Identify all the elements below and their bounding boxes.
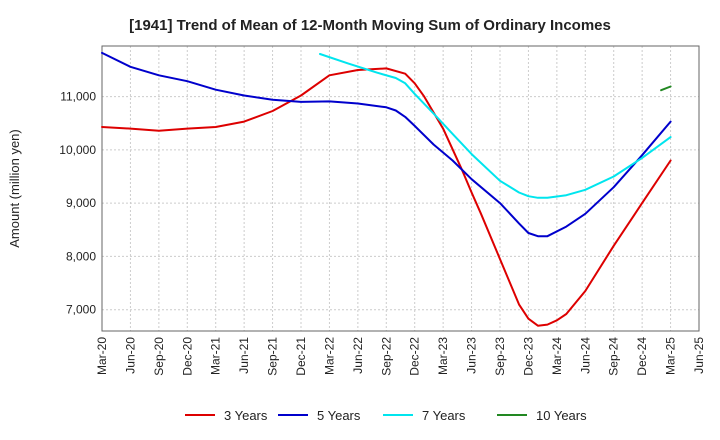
y-tick-label: 11,000 bbox=[60, 90, 96, 104]
y-tick-label: 8,000 bbox=[66, 249, 96, 263]
x-tick-label: Jun-24 bbox=[578, 337, 592, 374]
legend: 3 Years 5 Years 7 Years 10 Years bbox=[185, 408, 587, 423]
y-tick-label: 10,000 bbox=[59, 143, 96, 157]
x-tick-label: Mar-20 bbox=[95, 337, 109, 375]
legend-item: 3 Years bbox=[185, 408, 268, 423]
x-tick-label: Jun-21 bbox=[237, 337, 251, 374]
y-tick-label: 7,000 bbox=[66, 303, 96, 317]
x-tick-label: Dec-22 bbox=[408, 337, 422, 376]
x-tick-label: Mar-23 bbox=[436, 337, 450, 375]
x-tick-label: Jun-23 bbox=[465, 337, 479, 374]
legend-label: 3 Years bbox=[224, 408, 268, 423]
gridlines bbox=[102, 46, 699, 331]
legend-item: 5 Years bbox=[278, 408, 361, 423]
x-tick-label: Mar-22 bbox=[322, 337, 336, 375]
x-tick-label: Sep-24 bbox=[607, 337, 621, 376]
legend-label: 7 Years bbox=[422, 408, 466, 423]
x-tick-label: Jun-22 bbox=[351, 337, 365, 374]
x-tick-label: Sep-20 bbox=[152, 337, 166, 376]
legend-item: 10 Years bbox=[497, 408, 587, 423]
series-line-5-years bbox=[101, 51, 672, 238]
x-tick-label: Mar-25 bbox=[664, 337, 678, 375]
x-tick-label: Mar-21 bbox=[209, 337, 223, 375]
y-axis-ticks: 7,000 8,000 9,000 10,000 11,000 bbox=[59, 90, 96, 317]
x-tick-label: Dec-21 bbox=[294, 337, 308, 376]
plot-frame bbox=[101, 45, 700, 332]
legend-item: 7 Years bbox=[383, 408, 466, 423]
x-tick-label: Dec-23 bbox=[521, 337, 535, 376]
x-tick-label: Sep-22 bbox=[379, 337, 393, 376]
x-tick-label: Dec-24 bbox=[635, 337, 649, 376]
x-tick-label: Sep-23 bbox=[493, 337, 507, 376]
legend-label: 5 Years bbox=[317, 408, 361, 423]
y-tick-label: 9,000 bbox=[66, 196, 96, 210]
chart-title: [1941] Trend of Mean of 12-Month Moving … bbox=[129, 17, 611, 34]
series-line-7-years bbox=[319, 53, 672, 199]
x-tick-label: Sep-21 bbox=[266, 337, 280, 376]
legend-label: 10 Years bbox=[536, 408, 587, 423]
x-tick-label: Mar-24 bbox=[550, 337, 564, 375]
series-lines bbox=[101, 51, 672, 327]
x-tick-label: Jun-25 bbox=[692, 337, 706, 374]
x-tick-label: Dec-20 bbox=[180, 337, 194, 376]
x-axis-ticks: Mar-20 Jun-20 Sep-20 Dec-20 Mar-21 Jun-21 Sep-… bbox=[95, 337, 706, 376]
series-line-10-years bbox=[660, 85, 672, 92]
x-tick-label: Jun-20 bbox=[123, 337, 137, 374]
y-axis-label: Amount (million yen) bbox=[7, 129, 22, 248]
series-line-3-years bbox=[101, 67, 672, 327]
